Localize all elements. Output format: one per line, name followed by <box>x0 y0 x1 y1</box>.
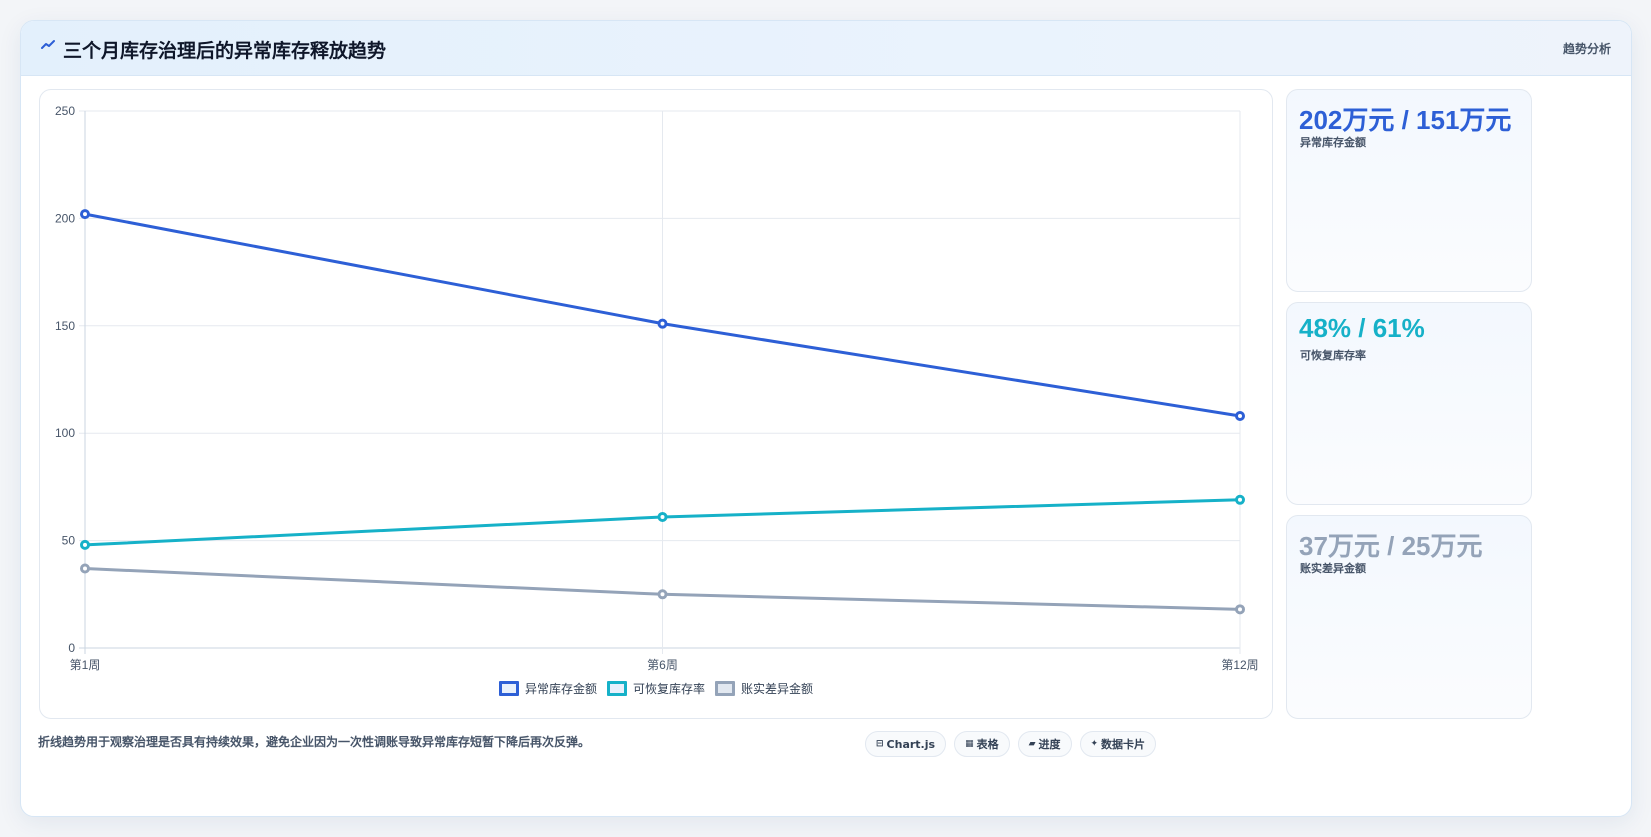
data-point <box>657 318 668 329</box>
legend-swatch <box>498 681 519 696</box>
data-point <box>657 511 668 522</box>
chip-label: Chart.js <box>886 737 936 751</box>
legend-item[interactable]: 账实差异金额 <box>715 680 813 697</box>
chip-progress[interactable]: ▰ 进度 <box>1017 731 1072 757</box>
chart-icon: ⊟ <box>876 739 884 749</box>
x-tick-label: 第12周 <box>1221 658 1258 672</box>
y-tick-label: 100 <box>55 426 75 440</box>
chart-legend: 异常库存金额 可恢复库存率 账实差异金额 <box>40 680 1272 697</box>
trend-line-icon <box>41 40 55 49</box>
kpi-value: 202万元 / 151万元 <box>1299 105 1512 135</box>
y-tick-label: 0 <box>68 641 75 655</box>
page-title: 三个月库存治理后的异常库存释放趋势 <box>63 40 387 62</box>
legend-swatch <box>606 681 627 696</box>
kpi-card-abnormal-inventory: 202万元 / 151万元 异常库存金额 <box>1286 89 1532 292</box>
chip-table[interactable]: ▦ 表格 <box>954 731 1010 757</box>
legend-swatch <box>715 681 735 696</box>
kpi-label: 异常库存金额 <box>1300 136 1366 149</box>
legend-label: 可恢复库存率 <box>632 682 705 696</box>
chip-label: 表格 <box>976 738 999 751</box>
kpi-label: 账实差异金额 <box>1300 562 1366 575</box>
sparkle-icon: ✦ <box>1090 739 1099 749</box>
kpi-value: 37万元 / 25万元 <box>1299 531 1483 561</box>
y-tick-label: 250 <box>55 104 75 118</box>
data-point <box>80 539 90 550</box>
legend-item[interactable]: 可恢复库存率 <box>606 680 705 697</box>
data-point <box>80 563 90 574</box>
y-tick-label: 150 <box>55 319 75 333</box>
card-header: 三个月库存治理后的异常库存释放趋势 趋势分析 <box>21 21 1631 76</box>
kpi-card-book-discrepancy: 37万元 / 25万元 账实差异金额 <box>1286 515 1532 719</box>
x-tick-label: 第1周 <box>70 658 101 672</box>
chart-footnote: 折线趋势用于观察治理是否具有持续效果，避免企业因为一次性调账导致异常库存短暂下降… <box>38 735 591 749</box>
y-tick-label: 50 <box>62 534 76 548</box>
progress-icon: ▰ <box>1028 739 1036 749</box>
legend-label: 账实差异金额 <box>741 682 814 696</box>
data-point <box>1235 411 1245 422</box>
chip-data-card[interactable]: ✦ 数据卡片 <box>1079 731 1157 757</box>
kpi-label: 可恢复库存率 <box>1300 349 1366 362</box>
tech-chips: ⊟ Chart.js ▦ 表格 ▰ 进度 ✦ 数据卡片 <box>865 731 1157 757</box>
kpi-value: 48% / 61% <box>1299 313 1425 343</box>
trend-analysis-link[interactable]: 趋势分析 <box>1562 42 1611 56</box>
trend-card: 三个月库存治理后的异常库存释放趋势 趋势分析 0 50 100 150 200 250 第1… <box>20 20 1632 817</box>
kpi-card-recoverable-rate: 48% / 61% 可恢复库存率 <box>1286 302 1532 505</box>
data-point <box>657 589 668 600</box>
chart-panel: 0 50 100 150 200 250 第1周 第6周 第12周 异常库存金额 可恢复库存率 账实… <box>39 89 1273 719</box>
data-point <box>1235 494 1245 505</box>
data-point <box>1235 604 1245 615</box>
data-point <box>80 209 90 220</box>
legend-label: 异常库存金额 <box>524 682 597 696</box>
chip-label: 数据卡片 <box>1101 738 1146 751</box>
chip-label: 进度 <box>1038 738 1061 751</box>
x-tick-label: 第6周 <box>647 658 678 672</box>
y-tick-label: 200 <box>55 211 75 225</box>
table-icon: ▦ <box>965 739 974 749</box>
line-chart: 0 50 100 150 200 250 第1周 第6周 第12周 <box>55 104 1259 672</box>
chip-chartjs[interactable]: ⊟ Chart.js <box>865 731 947 757</box>
legend-item[interactable]: 异常库存金额 <box>498 680 597 697</box>
